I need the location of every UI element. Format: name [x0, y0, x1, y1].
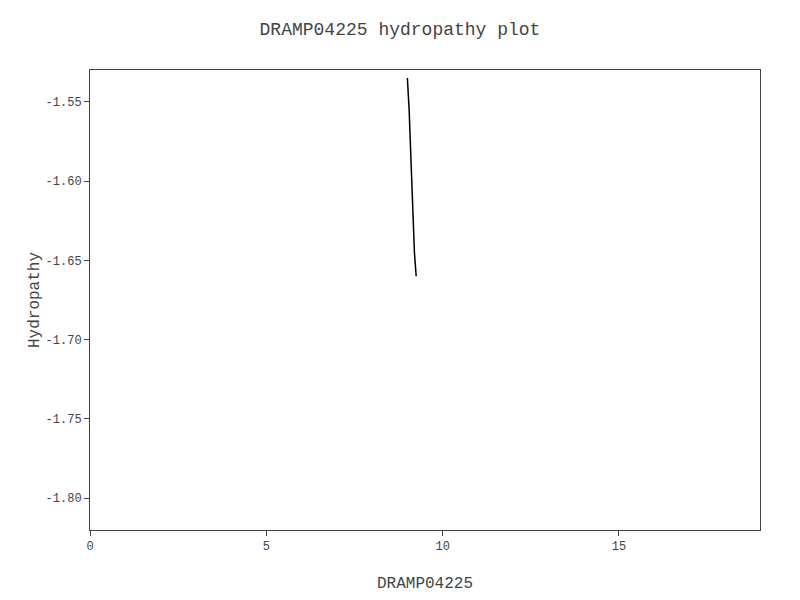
svg-text:-1.60: -1.60 — [46, 175, 82, 189]
svg-text:5: 5 — [263, 540, 270, 554]
svg-text:0: 0 — [86, 540, 93, 554]
svg-text:-1.75: -1.75 — [46, 413, 82, 427]
svg-text:-1.70: -1.70 — [46, 334, 82, 348]
svg-text:15: 15 — [612, 540, 626, 554]
svg-text:-1.80: -1.80 — [46, 492, 82, 506]
svg-text:10: 10 — [435, 540, 449, 554]
svg-text:DRAMP04225: DRAMP04225 — [377, 575, 473, 593]
svg-text:DRAMP04225 hydropathy plot: DRAMP04225 hydropathy plot — [260, 20, 541, 40]
svg-text:Hydropathy: Hydropathy — [26, 252, 44, 348]
svg-text:-1.65: -1.65 — [46, 255, 82, 269]
svg-text:-1.55: -1.55 — [46, 96, 82, 110]
